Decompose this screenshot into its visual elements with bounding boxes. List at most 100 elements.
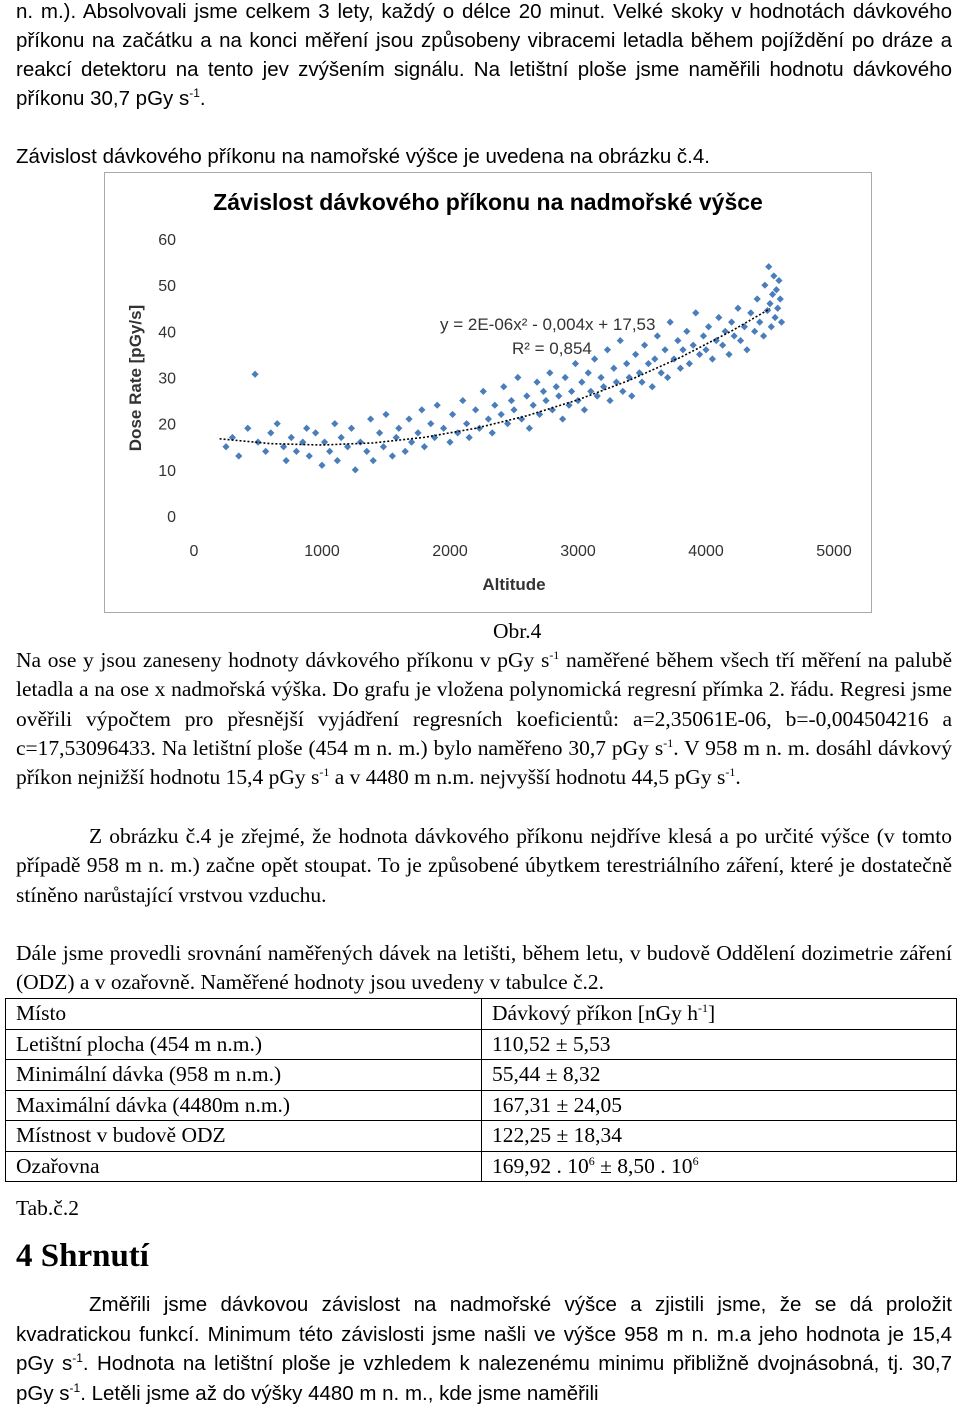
x-tick-label: 0: [190, 543, 199, 560]
point: [591, 355, 599, 363]
point: [712, 336, 720, 345]
point: [356, 438, 364, 446]
sup: -1: [189, 86, 200, 101]
point: [408, 438, 416, 446]
point: [326, 447, 334, 455]
point: [395, 424, 403, 432]
point: [518, 415, 526, 423]
point: [767, 323, 775, 331]
x-tick-label: 5000: [816, 543, 852, 560]
sup: -1: [72, 1351, 83, 1366]
point: [287, 433, 295, 442]
point: [719, 341, 727, 349]
cell: 167,31 ± 24,05: [481, 1089, 957, 1121]
text: . Hodnota na letištní ploše je vzhledem …: [16, 1352, 952, 1405]
point: [533, 378, 541, 386]
point: [555, 392, 563, 400]
point: [405, 415, 413, 423]
y-axis-label: Dose Rate [pGy/s]: [126, 305, 145, 451]
point: [664, 373, 672, 382]
point: [616, 336, 624, 345]
point: [488, 429, 496, 437]
table-row: Minimální dávka (958 m n.m.) 55,44 ± 8,32: [5, 1059, 957, 1091]
point: [648, 383, 656, 391]
text: Dávkový příkon [nGy h: [492, 1001, 699, 1026]
point: [479, 387, 487, 395]
point: [228, 433, 236, 442]
sup: -1: [725, 765, 736, 780]
point: [539, 387, 548, 395]
point: [610, 364, 618, 372]
table-row: Místnost v budově ODZ 122,25 ± 18,34: [5, 1120, 957, 1152]
point: [653, 332, 661, 340]
point: [704, 323, 713, 331]
point: [708, 355, 716, 363]
point: [571, 360, 580, 368]
text: 169,92 . 10: [492, 1153, 589, 1178]
caption: Obr.4: [493, 619, 542, 643]
sup: 6: [588, 1153, 595, 1168]
text: Změřili jsme dávkovou závislost na nadmo…: [16, 1293, 952, 1375]
point: [603, 346, 612, 354]
text: .: [735, 765, 741, 790]
point: [465, 433, 473, 442]
point: [674, 336, 682, 345]
r-squared: R² = 0,854: [512, 339, 592, 358]
y-tick-label: 0: [167, 509, 176, 526]
discussion2: Z obrázku č.4 je zřejmé, že hodnota dávk…: [16, 824, 952, 907]
cell: Dávkový příkon [nGy h-1]: [481, 998, 957, 1030]
text: a v 4480 m n.m. nejvyšší hodnotu 44,5 pG…: [329, 765, 726, 790]
cell: Minimální dávka (958 m n.m.): [5, 1059, 482, 1091]
point: [679, 346, 687, 354]
point: [388, 452, 396, 460]
point: [440, 424, 448, 432]
point: [244, 424, 252, 432]
point: [363, 447, 371, 455]
point: [715, 313, 723, 322]
point: [740, 323, 748, 331]
point: [504, 420, 512, 428]
point: [565, 401, 573, 409]
point: [299, 438, 307, 446]
point: [420, 443, 428, 451]
text: .: [199, 87, 206, 110]
text: n. m.). Absolvovali jsme celkem 3 lety, …: [16, 0, 952, 110]
y-tick-label: 10: [158, 463, 176, 480]
point: [546, 369, 554, 377]
point: [292, 447, 300, 455]
table-row: Maximální dávka (4480m n.m.) 167,31 ± 24,…: [5, 1089, 957, 1121]
table-row: Letištní plocha (454 m n.m.) 110,52 ± 5,5…: [5, 1028, 957, 1060]
text: Na ose y jsou zaneseny hodnoty dávkového…: [16, 648, 550, 672]
point: [282, 457, 290, 465]
point: [267, 429, 275, 437]
sup: -1: [549, 647, 560, 662]
point: [670, 355, 678, 363]
comparison: Dále jsme provedli srovnání naměřených d…: [16, 941, 952, 995]
point: [305, 452, 313, 460]
cell: 122,25 ± 18,34: [481, 1120, 957, 1152]
point: [600, 383, 608, 391]
x-tick-label: 3000: [560, 543, 596, 560]
table-caption: Tab.č.2: [16, 1196, 79, 1220]
point: [736, 336, 745, 345]
sup: 6: [692, 1153, 699, 1168]
y-tick-label: 20: [158, 417, 176, 434]
point: [651, 355, 659, 363]
text: . Letěli jsme až do výšky 4480 m n. m., …: [80, 1381, 599, 1405]
point: [771, 313, 779, 322]
cell: 169,92 . 106 ± 8,50 . 106: [481, 1150, 957, 1182]
cell: 110,52 ± 5,53: [481, 1028, 957, 1060]
cell: Místo: [5, 998, 482, 1030]
point: [414, 429, 422, 437]
point: [523, 392, 531, 400]
point: [320, 438, 329, 446]
point: [661, 346, 669, 354]
y-tick-label: 50: [158, 278, 176, 295]
point: [312, 429, 320, 437]
trendline: [219, 308, 771, 446]
point: [753, 295, 761, 303]
point: [578, 378, 586, 386]
point: [433, 401, 441, 409]
table-row: Ozařovna 169,92 . 106 ± 8,50 . 106: [5, 1150, 957, 1182]
cell: Letištní plocha (454 m n.m.): [5, 1028, 482, 1060]
